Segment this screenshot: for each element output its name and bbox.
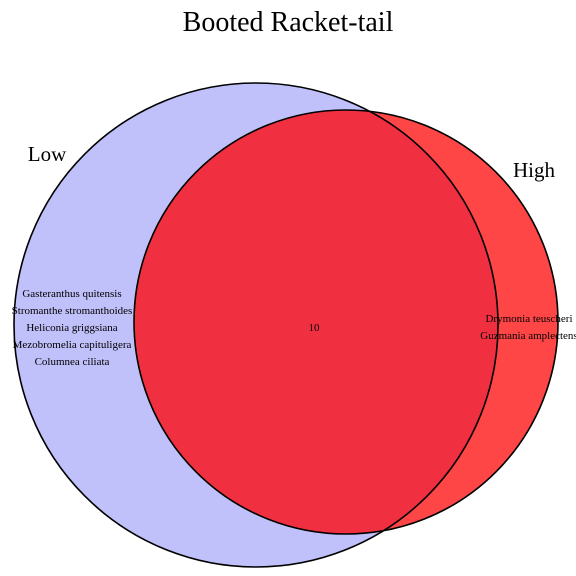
intersection-label: 10 — [309, 322, 321, 334]
set-high-outline — [133, 109, 559, 535]
high-only-items: Drymonia teuscheri Guzmania amplectens — [480, 313, 576, 342]
low-item: Mezobromelia capituligera — [13, 339, 132, 351]
low-item: Columnea ciliata — [35, 356, 110, 368]
set-high-label: High — [513, 158, 556, 182]
low-item: Stromanthe stromanthoides — [12, 305, 133, 317]
high-item: Guzmania amplectens — [480, 330, 576, 342]
low-item: Gasteranthus quitensis — [22, 288, 121, 300]
diagram-title: Booted Racket-tail — [183, 7, 394, 38]
high-item: Drymonia teuscheri — [485, 313, 572, 325]
set-low-outline — [13, 82, 499, 568]
intersection-region — [134, 110, 498, 534]
low-only-items: Gasteranthus quitensis Stromanthe stroma… — [12, 288, 133, 368]
set-low-label: Low — [28, 142, 67, 166]
low-item: Heliconia griggsiana — [26, 322, 117, 334]
